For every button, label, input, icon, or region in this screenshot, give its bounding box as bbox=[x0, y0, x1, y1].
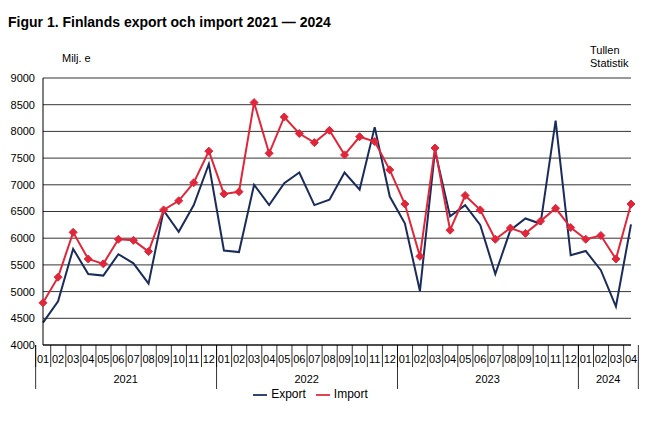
svg-text:02: 02 bbox=[595, 353, 607, 365]
svg-text:6500: 6500 bbox=[11, 205, 35, 217]
html-text:Figur 1. Finlands export och i: Figur 1. Finlands export och import 2021… bbox=[8, 14, 331, 30]
svg-text:09: 09 bbox=[157, 353, 169, 365]
svg-text:2021: 2021 bbox=[113, 373, 137, 385]
svg-text:12: 12 bbox=[384, 353, 396, 365]
svg-text:05: 05 bbox=[97, 353, 109, 365]
svg-text:10: 10 bbox=[534, 353, 546, 365]
svg-text:06: 06 bbox=[293, 353, 305, 365]
svg-text:11: 11 bbox=[369, 353, 380, 365]
svg-text:02: 02 bbox=[414, 353, 426, 365]
svg-text:07: 07 bbox=[489, 353, 501, 365]
svg-text:05: 05 bbox=[459, 353, 471, 365]
svg-text:12: 12 bbox=[203, 353, 215, 365]
svg-text:11: 11 bbox=[550, 353, 561, 365]
svg-text:02: 02 bbox=[233, 353, 245, 365]
svg-text:04: 04 bbox=[444, 353, 456, 365]
svg-text:10: 10 bbox=[353, 353, 365, 365]
svg-text:03: 03 bbox=[610, 353, 622, 365]
svg-text:02: 02 bbox=[52, 353, 64, 365]
svg-text:03: 03 bbox=[429, 353, 441, 365]
svg-text:4000: 4000 bbox=[11, 339, 35, 351]
svg-text:08: 08 bbox=[323, 353, 335, 365]
svg-text:5500: 5500 bbox=[11, 259, 35, 271]
svg-text:2023: 2023 bbox=[475, 373, 499, 385]
svg-text:07: 07 bbox=[308, 353, 320, 365]
svg-text:4500: 4500 bbox=[11, 312, 35, 324]
svg-text:06: 06 bbox=[474, 353, 486, 365]
svg-text:2024: 2024 bbox=[596, 373, 620, 385]
svg-text:05: 05 bbox=[278, 353, 290, 365]
svg-text:10: 10 bbox=[173, 353, 185, 365]
svg-text:06: 06 bbox=[112, 353, 124, 365]
svg-text:08: 08 bbox=[142, 353, 154, 365]
svg-text:03: 03 bbox=[67, 353, 79, 365]
svg-text:04: 04 bbox=[263, 353, 275, 365]
svg-text:01: 01 bbox=[218, 353, 230, 365]
html-text:Export: Export bbox=[271, 387, 306, 401]
svg-text:6000: 6000 bbox=[11, 232, 35, 244]
svg-text:8500: 8500 bbox=[11, 99, 35, 111]
svg-text:01: 01 bbox=[399, 353, 411, 365]
svg-text:8000: 8000 bbox=[11, 125, 35, 137]
svg-text:09: 09 bbox=[338, 353, 350, 365]
svg-text:03: 03 bbox=[248, 353, 260, 365]
svg-text:7500: 7500 bbox=[11, 152, 35, 164]
html-text:Milj. e: Milj. e bbox=[62, 52, 91, 64]
html-text:Import: Import bbox=[333, 387, 368, 401]
svg-text:01: 01 bbox=[580, 353, 592, 365]
svg-text:04: 04 bbox=[82, 353, 94, 365]
svg-text:9000: 9000 bbox=[11, 72, 35, 84]
svg-text:5000: 5000 bbox=[11, 286, 35, 298]
svg-text:08: 08 bbox=[504, 353, 516, 365]
svg-text:11: 11 bbox=[188, 353, 199, 365]
svg-text:2022: 2022 bbox=[294, 373, 318, 385]
html-text:Statistik: Statistik bbox=[590, 57, 629, 69]
svg-text:09: 09 bbox=[519, 353, 531, 365]
svg-text:04: 04 bbox=[625, 353, 637, 365]
svg-text:07: 07 bbox=[127, 353, 139, 365]
svg-text:7000: 7000 bbox=[11, 179, 35, 191]
svg-text:12: 12 bbox=[565, 353, 577, 365]
html-text:Tullen: Tullen bbox=[590, 44, 620, 56]
svg-text:01: 01 bbox=[37, 353, 49, 365]
